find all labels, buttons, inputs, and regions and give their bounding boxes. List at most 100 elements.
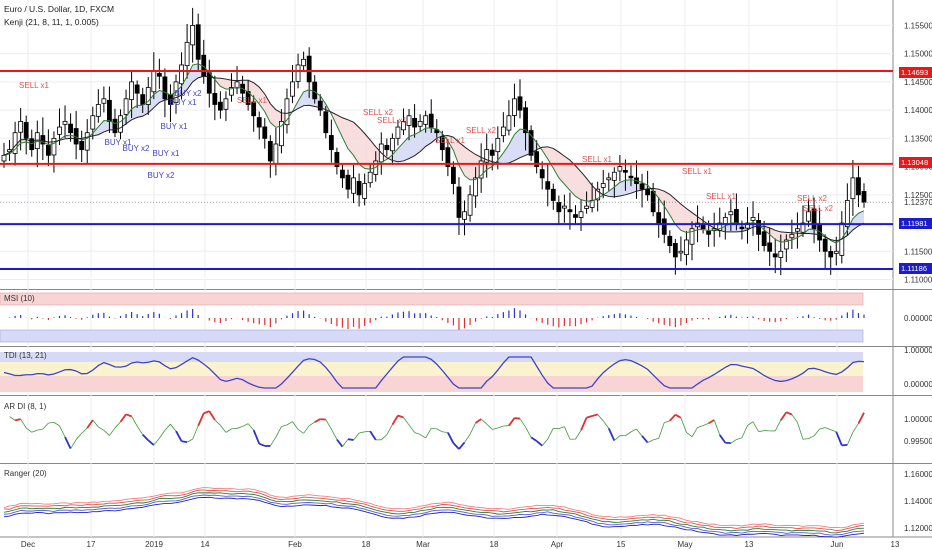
candle (639, 183, 645, 190)
cloud-segment (220, 78, 226, 90)
sell-signal: SELL x2 (797, 194, 827, 203)
cloud-segment (558, 152, 565, 185)
candle (517, 96, 523, 111)
candle (722, 217, 728, 225)
ardi-segment (464, 433, 471, 443)
ardi-segment (564, 426, 571, 440)
candle (473, 177, 479, 197)
ardi-segment (580, 417, 588, 431)
ardi-segment (92, 419, 99, 428)
ardi-segment (81, 427, 88, 434)
candle (84, 132, 90, 151)
ardi-segment (9, 416, 16, 421)
ardi-segment (780, 411, 788, 421)
candle (112, 118, 118, 134)
candle (595, 188, 601, 201)
candle (861, 191, 867, 203)
msi-lower-band (0, 329, 864, 343)
ardi-segment (447, 432, 455, 444)
candle (229, 87, 234, 96)
ardi-segment (841, 443, 848, 447)
candle (334, 152, 340, 167)
ardi-segment (136, 425, 144, 435)
ardi-segment (541, 438, 549, 446)
candle (584, 205, 589, 209)
candle (340, 169, 345, 179)
ardi-segment (14, 418, 21, 422)
buy-signal: BUY x1 (161, 122, 189, 131)
ardi-segment (258, 442, 266, 447)
ardi-segment (708, 419, 715, 425)
tdi-tick-label: 1.00000 (904, 346, 932, 355)
cloud-segment (547, 146, 554, 169)
ardi-segment (203, 410, 210, 415)
candles (1, 7, 867, 276)
ardi-segment (320, 418, 326, 421)
tdi-label: TDI (13, 21) (4, 351, 47, 360)
sell-signal: SELL x1 (377, 116, 407, 125)
candle (745, 222, 750, 229)
ardi-segment (658, 422, 665, 439)
sell-signal: SELL x1 (435, 136, 465, 145)
candle (772, 253, 778, 258)
candle (295, 64, 301, 82)
ardi-segment (486, 423, 493, 430)
candle (284, 98, 290, 126)
candle (195, 24, 201, 60)
ardi-segment (414, 432, 421, 435)
candle (561, 205, 567, 209)
ardi-segment (347, 438, 354, 441)
candle (184, 41, 190, 67)
x-tick-label: 18 (362, 540, 371, 549)
cloud-segment (608, 187, 615, 197)
candle (789, 233, 795, 239)
ardi-segment (808, 435, 815, 440)
candle (107, 99, 112, 122)
ardi-segment (231, 427, 238, 430)
ardi-segment (286, 421, 293, 426)
candle (140, 94, 146, 105)
msi-label: MSI (10) (4, 294, 35, 303)
sub-panes (0, 292, 865, 538)
ardi-segment (641, 435, 649, 444)
ardi-segment (719, 434, 727, 444)
candle (234, 81, 240, 89)
ardi-segment (730, 439, 737, 444)
candle (672, 243, 678, 258)
ardi-segment (747, 421, 754, 426)
ardi-segment (691, 427, 698, 437)
price-tag-support-top: 1.11981 (899, 218, 932, 229)
cloud-segment (658, 189, 665, 207)
ardi-segment (758, 430, 765, 433)
candle (151, 70, 157, 93)
ardi-segment (86, 419, 94, 429)
ardi-segment (269, 436, 277, 447)
ardi-segment (353, 432, 360, 441)
ardi-segment (436, 428, 443, 433)
candle (617, 166, 623, 172)
ardi-segment (614, 435, 621, 441)
ardi-segment (425, 427, 432, 439)
cloud-segment (686, 208, 692, 233)
candle (212, 93, 218, 105)
ardi-segment (736, 437, 743, 440)
cloud-segment (131, 105, 138, 120)
msi-tick-label: 0.00000 (904, 314, 932, 323)
ardi-segment (403, 417, 410, 426)
ardi-segment (131, 416, 138, 427)
x-tick-label: 18 (490, 540, 499, 549)
ardi-segment (442, 431, 448, 433)
cloud-segment (103, 120, 110, 132)
ardi-tick-label: 0.99500 (904, 437, 932, 446)
candle (451, 166, 456, 184)
ardi-segment (697, 425, 704, 428)
candle (428, 113, 434, 128)
ardi-segment (308, 421, 315, 427)
x-tick-label: 14 (201, 540, 210, 549)
ardi-segment (514, 417, 521, 420)
x-tick-label: Feb (288, 540, 302, 549)
chart-title: Euro / U.S. Dollar, 1D, FXCM (4, 4, 115, 14)
time-axis: Dec 17 2019 14 Feb 18 Mar 18 Apr 15 May 13 Jun 13 (21, 540, 900, 549)
candle (306, 55, 312, 83)
